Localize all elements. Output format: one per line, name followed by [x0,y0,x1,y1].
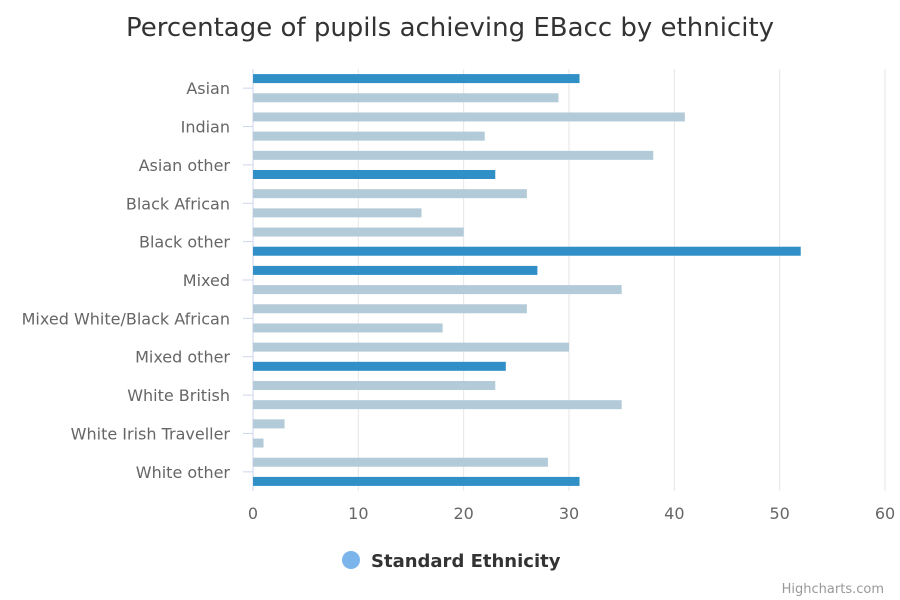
legend-marker[interactable] [342,551,360,569]
x-tick-label: 0 [248,504,258,523]
credits-link[interactable]: Highcharts.com [782,582,884,597]
chart-title: Percentage of pupils achieving EBacc by … [126,13,774,43]
bar-0[interactable] [253,74,580,84]
x-tick-label: 50 [769,504,789,523]
category-label: Mixed other [135,348,230,367]
bar-11[interactable] [253,285,622,295]
legend[interactable]: Standard Ethnicity [342,551,561,572]
bar-5[interactable] [253,170,496,179]
bar-12[interactable] [253,304,527,314]
x-tick-label: 40 [664,504,684,523]
bar-6[interactable] [253,189,527,199]
bars [253,74,801,486]
bar-13[interactable] [253,323,443,333]
category-label: White other [136,463,231,482]
category-label: White British [127,386,230,405]
x-tick-label: 20 [453,504,473,523]
category-label: Asian [186,79,230,98]
bar-20[interactable] [253,457,548,467]
category-label: Asian other [139,156,231,175]
legend-item-label[interactable]: Standard Ethnicity [371,551,561,572]
bar-4[interactable] [253,150,654,160]
x-tick-label: 10 [348,504,368,523]
x-tick-label: 30 [559,504,579,523]
category-label: Black African [126,194,230,213]
bar-10[interactable] [253,265,538,275]
bar-7[interactable] [253,208,422,218]
bar-18[interactable] [253,419,285,429]
bar-9[interactable] [253,246,801,256]
x-tick-label: 60 [875,504,895,523]
bar-17[interactable] [253,400,622,410]
category-label: Mixed [183,271,230,290]
category-label: Black other [139,233,230,252]
tick-labels: 0 10 20 30 40 50 60 [248,504,895,523]
bar-15[interactable] [253,361,506,371]
bar-1[interactable] [253,93,559,103]
category-label: Indian [181,118,230,137]
bar-3[interactable] [253,131,485,141]
bar-19[interactable] [253,438,264,448]
bar-21[interactable] [253,476,580,486]
bar-14[interactable] [253,342,569,352]
bar-16[interactable] [253,381,496,390]
category-label: White Irish Traveller [71,424,231,443]
bar-8[interactable] [253,227,464,237]
category-labels: Asian Indian Asian other Black African Black… [22,79,231,482]
bar-2[interactable] [253,112,685,122]
category-label: Mixed White/Black African [22,309,230,328]
